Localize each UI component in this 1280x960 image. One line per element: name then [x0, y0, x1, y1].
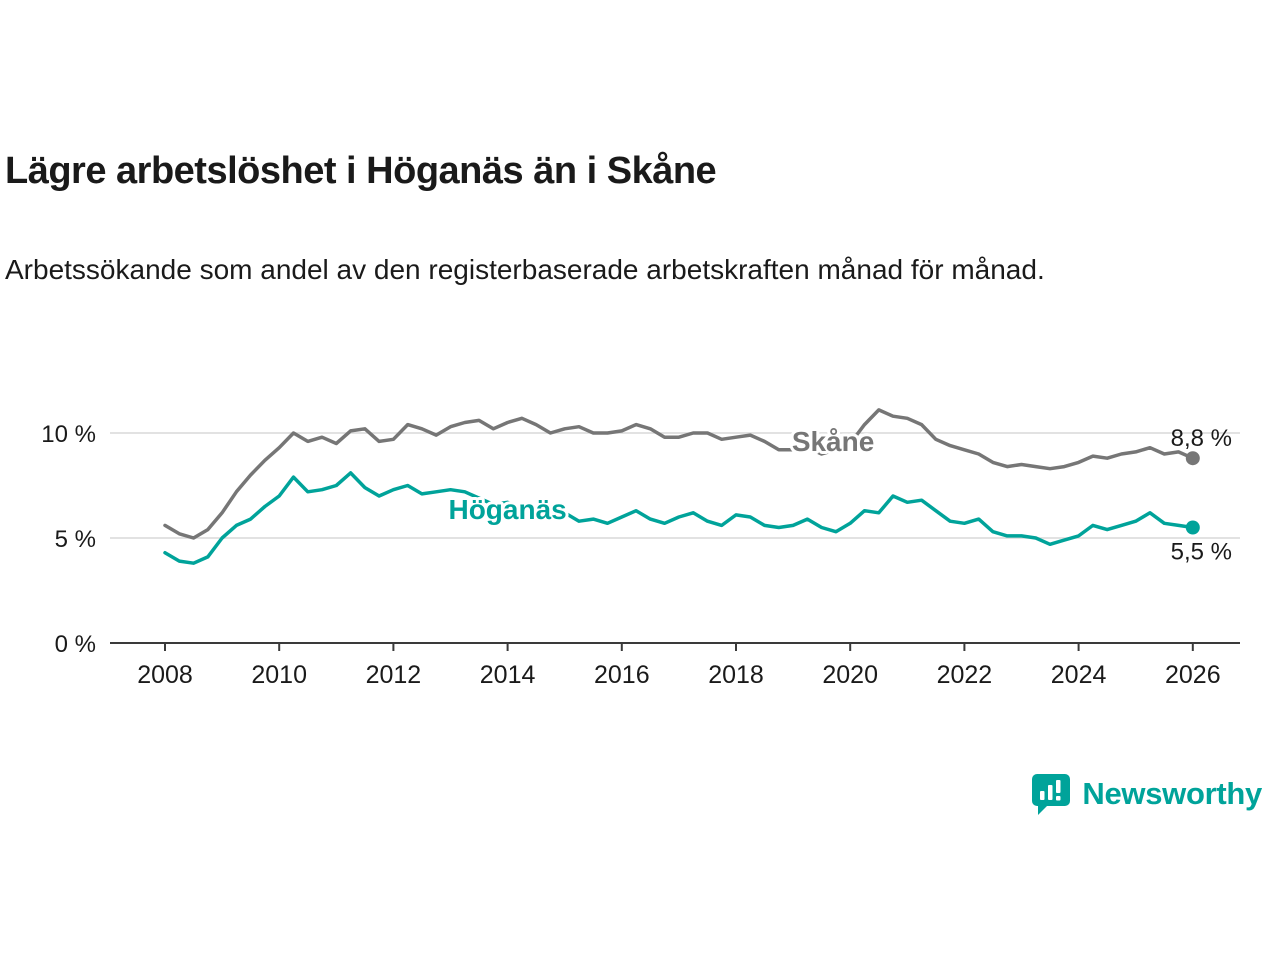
line-hoganas [163, 471, 1195, 565]
end-value-hoganas: 5,5 % [1171, 539, 1232, 566]
x-tick-label: 2010 [251, 661, 307, 689]
x-tick-label: 2012 [366, 661, 422, 689]
chart-subtitle: Arbetssökande som andel av den registerb… [5, 254, 1045, 285]
x-tick-label: 2022 [937, 661, 993, 689]
y-tick-label: 10 % [41, 421, 96, 448]
x-tick-label: 2026 [1165, 661, 1221, 689]
end-dot-skane [1185, 451, 1200, 466]
x-tick-label: 2018 [708, 661, 764, 689]
brand-name: Newsworthy [1082, 776, 1262, 811]
newsworthy-brand: Newsworthy [1030, 772, 1262, 816]
x-tick-label: 2024 [1051, 661, 1107, 689]
x-tick-label: 2014 [480, 661, 536, 689]
series-label-hoganas: Höganäs [448, 494, 566, 525]
x-tick-label: 2008 [137, 661, 193, 689]
chart-canvas: 0 % 5 % 10 % 2008 2010 2012 2014 2016 2018 2020 20… [41, 408, 1240, 689]
line-skane [163, 408, 1195, 540]
series-label-skane: Skåne [792, 426, 875, 457]
y-tick-label: 5 % [55, 526, 96, 553]
end-dot-hoganas [1185, 520, 1200, 535]
y-tick-label: 0 % [55, 631, 96, 658]
end-value-skane: 8,8 % [1171, 425, 1232, 452]
x-tick-label: 2020 [822, 661, 878, 689]
x-tick-label: 2016 [594, 661, 650, 689]
page-title: Lägre arbetslöshet i Höganäs än i Skåne [5, 150, 717, 192]
unemployment-line-chart: 0 % 5 % 10 % 2008 2010 2012 2014 2016 2018 2020 20… [0, 368, 1280, 698]
newsworthy-logo-icon [1032, 774, 1071, 815]
